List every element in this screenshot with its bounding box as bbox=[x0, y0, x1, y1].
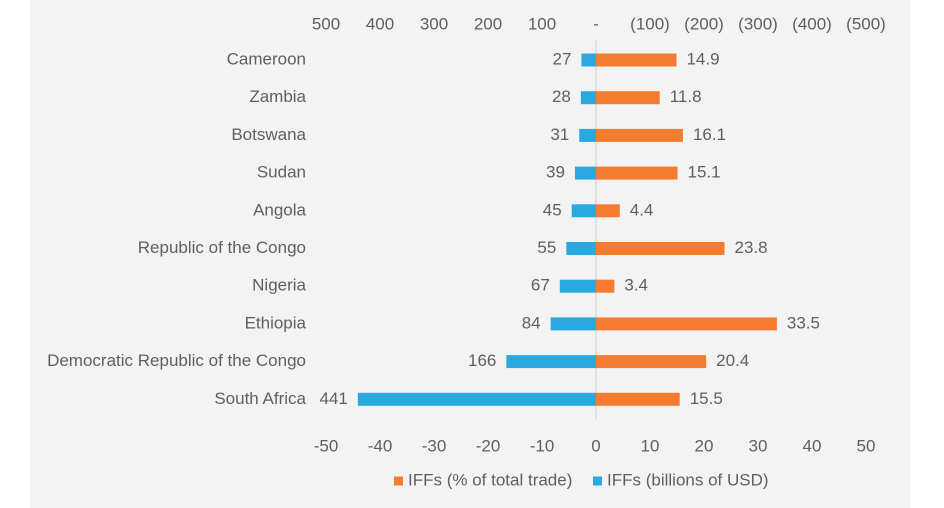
data-label-pct: 11.8 bbox=[670, 87, 702, 106]
bar-usd bbox=[566, 242, 596, 255]
bottom-axis-tick-label: 10 bbox=[641, 436, 660, 455]
legend-swatch-usd bbox=[593, 476, 602, 486]
bar-usd bbox=[574, 166, 596, 180]
data-label-usd: 441 bbox=[319, 389, 347, 408]
bar-usd bbox=[550, 317, 596, 331]
bar-pct bbox=[596, 91, 660, 105]
bottom-axis-tick-label: 0 bbox=[591, 436, 600, 455]
bar-pct bbox=[596, 242, 725, 255]
bar-usd bbox=[506, 355, 596, 369]
data-label-pct: 3.4 bbox=[624, 276, 648, 295]
bar-usd bbox=[559, 279, 596, 293]
bar-pct bbox=[596, 128, 683, 142]
top-axis-tick-label: (200) bbox=[684, 14, 724, 33]
category-label: Sudan bbox=[257, 163, 306, 182]
bar-usd bbox=[571, 204, 596, 218]
category-label: Angola bbox=[253, 200, 306, 219]
bottom-axis-tick-label: -20 bbox=[476, 436, 501, 455]
category-label: Nigeria bbox=[252, 276, 306, 295]
data-label-pct: 20.4 bbox=[716, 351, 749, 370]
data-label-usd: 55 bbox=[537, 238, 556, 257]
data-label-pct: 15.1 bbox=[688, 163, 721, 182]
category-label: Ethiopia bbox=[245, 313, 307, 332]
bottom-axis-tick-label: -10 bbox=[530, 436, 555, 455]
legend-swatch-pct bbox=[394, 476, 403, 486]
data-label-pct: 33.5 bbox=[787, 313, 820, 332]
bar-pct bbox=[596, 392, 680, 406]
category-label: Cameroon bbox=[227, 49, 306, 68]
category-label: South Africa bbox=[214, 389, 306, 408]
top-axis-tick-label: 400 bbox=[366, 14, 394, 33]
data-label-usd: 39 bbox=[546, 163, 565, 182]
data-label-usd: 67 bbox=[531, 276, 550, 295]
chart-panel: 500 400 300 200 100- (100) (200) (300) (400) (500… bbox=[30, 0, 910, 508]
legend-label-pct: IFFs (% of total trade) bbox=[408, 470, 572, 489]
category-label: Democratic Republic of the Congo bbox=[47, 351, 306, 370]
data-label-usd: 84 bbox=[522, 313, 541, 332]
bar-pct bbox=[596, 166, 678, 180]
bar-usd bbox=[357, 392, 596, 406]
data-label-pct: 14.9 bbox=[686, 49, 719, 68]
top-axis-tick-label: - bbox=[593, 14, 599, 33]
bar-usd bbox=[580, 91, 596, 105]
top-axis-tick-label: (500) bbox=[846, 14, 886, 33]
category-label: Botswana bbox=[231, 125, 306, 144]
data-label-usd: 27 bbox=[552, 49, 571, 68]
bar-pct bbox=[596, 279, 615, 293]
top-axis-tick-label: 500 bbox=[312, 14, 340, 33]
bottom-axis-tick-label: -50 bbox=[314, 436, 339, 455]
top-axis-tick-label: (400) bbox=[792, 14, 832, 33]
top-axis-tick-label: (100) bbox=[630, 14, 670, 33]
bar-pct bbox=[596, 317, 777, 331]
bar-usd bbox=[581, 53, 596, 67]
legend-label-usd: IFFs (billions of USD) bbox=[607, 470, 769, 489]
bottom-axis-tick-label: 20 bbox=[695, 436, 714, 455]
bottom-axis-tick-label: 50 bbox=[857, 436, 876, 455]
data-label-usd: 166 bbox=[468, 351, 496, 370]
data-label-pct: 23.8 bbox=[735, 238, 768, 257]
bar-chart: 500 400 300 200 100- (100) (200) (300) (400) (500… bbox=[47, 14, 886, 489]
data-label-usd: 31 bbox=[550, 125, 569, 144]
data-label-usd: 28 bbox=[552, 87, 571, 106]
data-label-usd: 45 bbox=[543, 200, 562, 219]
category-label: Republic of the Congo bbox=[138, 238, 306, 257]
top-axis-tick-label: (300) bbox=[738, 14, 778, 33]
top-axis-tick-label: 100 bbox=[528, 14, 556, 33]
data-label-pct: 16.1 bbox=[693, 125, 726, 144]
bottom-axis-tick-label: -30 bbox=[422, 436, 447, 455]
top-axis-tick-label: 300 bbox=[420, 14, 448, 33]
data-label-pct: 15.5 bbox=[690, 389, 723, 408]
bar-pct bbox=[596, 53, 677, 67]
data-label-pct: 4.4 bbox=[630, 200, 654, 219]
bottom-axis-tick-label: 40 bbox=[803, 436, 822, 455]
category-label: Zambia bbox=[249, 87, 306, 106]
bottom-axis-tick-label: -40 bbox=[368, 436, 393, 455]
top-axis-tick-label: 200 bbox=[474, 14, 502, 33]
bar-pct bbox=[596, 204, 620, 218]
bar-pct bbox=[596, 355, 707, 369]
bar-usd bbox=[579, 128, 596, 142]
bottom-axis-tick-label: 30 bbox=[749, 436, 768, 455]
